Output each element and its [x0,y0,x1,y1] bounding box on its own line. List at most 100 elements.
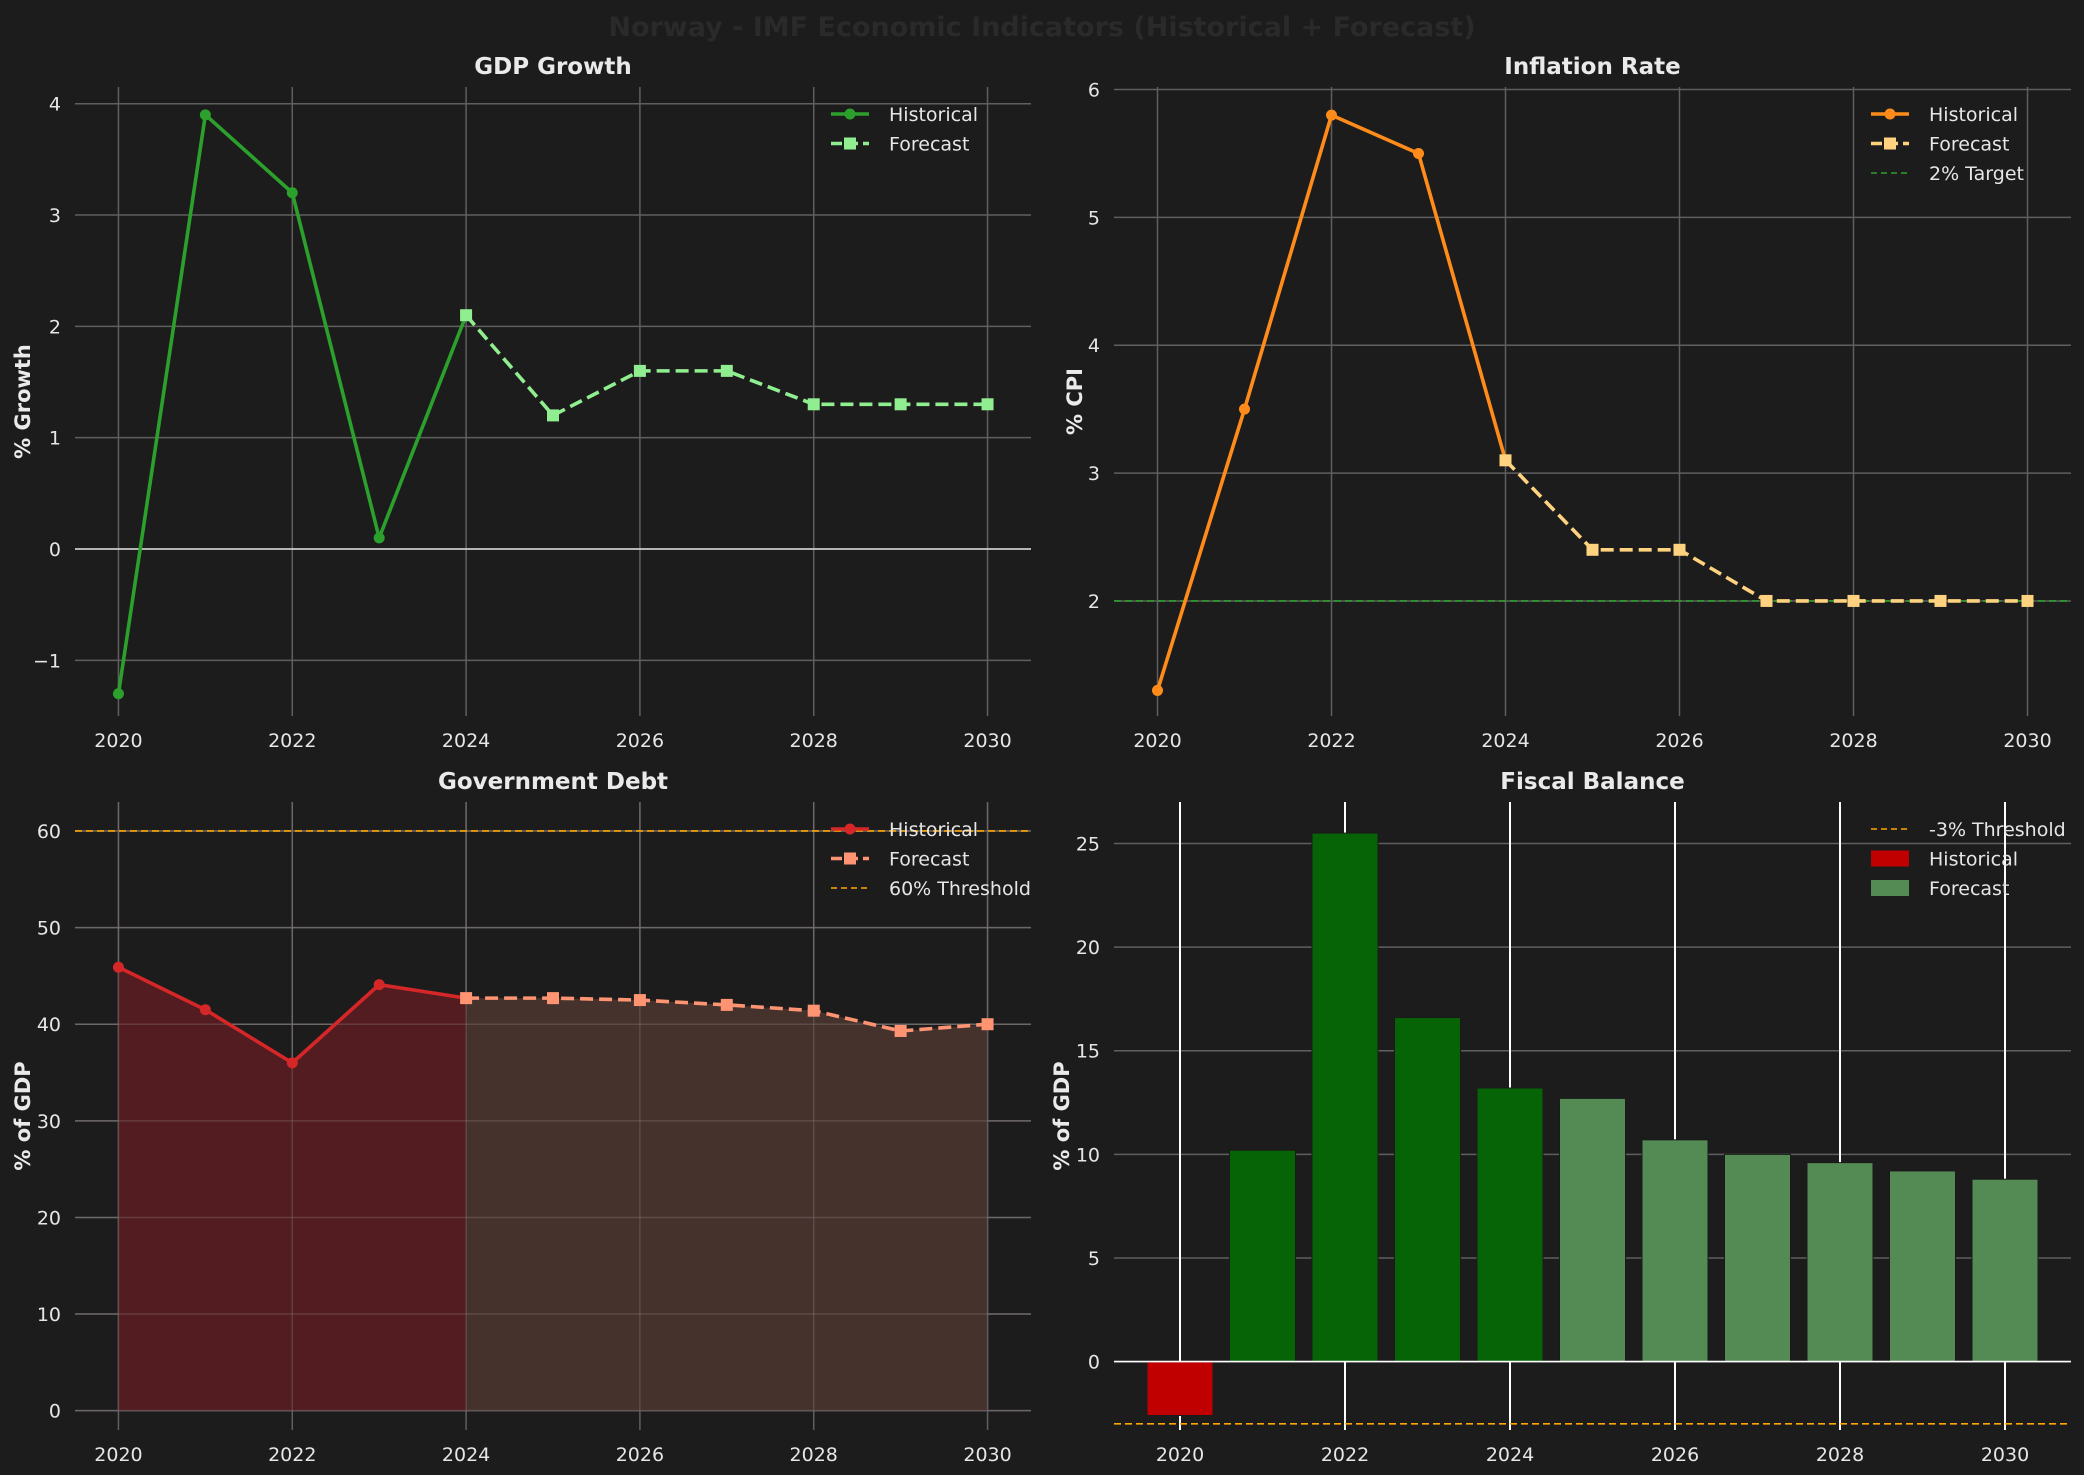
bar-forecast-2025 [1559,1097,1626,1363]
point-forecast-2024 [1499,454,1512,467]
x-tick-label: 2024 [1481,730,1529,752]
y-tick-label: 10 [1076,1144,1100,1166]
bar-forecast-2027 [1724,1153,1791,1363]
x-tick-label: 2022 [1321,1444,1369,1466]
legend-label: 2% Target [1929,163,2024,185]
x-tick-label: 2030 [2003,730,2051,752]
legend-label: Forecast [1929,878,2009,900]
y-tick-label: 0 [49,539,61,561]
gdp-growth-chart: −1 0 1 2 3 4 2020 2022 2024 2026 2028 2030 GDP Growt… [11,54,1031,752]
point-historical-2023 [1413,147,1424,159]
point-forecast-2025 [547,992,559,1005]
chart-title: Inflation Rate [1504,54,1680,80]
y-tick-label: 4 [1088,335,1100,357]
point-historical-2022 [1326,109,1337,121]
x-tick-label: 2022 [268,1444,316,1466]
y-axis-label: % CPI [1063,368,1087,435]
x-tick-label: 2026 [616,730,664,752]
y-tick-label: 0 [1088,1352,1100,1374]
point-forecast-2024 [460,309,473,322]
point-forecast-2028 [807,1004,820,1017]
x-tick-label: 2028 [1816,1444,1864,1466]
x-tick-label: 2024 [442,1444,490,1466]
point-forecast-2026 [633,364,646,377]
legend-swatch [1871,850,1909,867]
y-tick-label: 0 [49,1401,61,1423]
bar-forecast-2029 [1889,1170,1956,1363]
point-forecast-2027 [1760,594,1773,607]
x-tick-label: 2020 [94,1444,142,1466]
x-tick-label: 2030 [963,730,1011,752]
y-tick-label: 40 [37,1014,61,1036]
y-tick-label: 25 [1076,833,1100,855]
point-forecast-2024 [460,992,473,1005]
point-historical-2021 [199,1004,211,1016]
legend-label: Forecast [889,134,969,156]
y-tick-label: 5 [1088,1248,1100,1270]
y-tick-label: 20 [1076,937,1100,959]
point-forecast-2028 [807,398,820,411]
legend-marker [1884,108,1896,120]
point-forecast-2028 [1847,594,1860,607]
point-forecast-2029 [894,398,907,411]
y-tick-label: −1 [33,650,61,672]
point-forecast-2030 [2021,594,2034,607]
bar-historical-2020 [1146,1361,1214,1416]
y-tick-label: 2 [49,316,61,338]
fiscal-balance-chart: 0 5 10 15 20 25 2020 2022 2024 2026 2028 2030 Fiscal… [1050,769,2071,1466]
point-forecast-2025 [1586,543,1599,556]
point-forecast-2025 [547,409,559,422]
bar-historical-2024 [1476,1087,1544,1363]
point-forecast-2030 [981,1018,994,1031]
y-axis-label: % Growth [11,344,35,459]
point-forecast-2029 [1934,594,1947,607]
point-forecast-2027 [720,364,733,377]
legend-label: Forecast [1929,134,2009,156]
chart-title: Government Debt [438,769,668,795]
inflation-rate-chart: 2 3 4 5 6 2020 2022 2024 2026 2028 2030 Inflation R… [1063,54,2071,752]
point-forecast-2026 [1673,543,1686,556]
point-forecast-2026 [633,994,646,1007]
x-tick-label: 2028 [790,730,838,752]
y-tick-label: 5 [1088,207,1100,229]
point-forecast-2029 [894,1024,907,1037]
x-tick-label: 2024 [442,730,490,752]
chart-title: Fiscal Balance [1500,769,1684,795]
bar-forecast-2026 [1641,1139,1709,1363]
legend-label: Historical [889,104,978,126]
x-tick-label: 2030 [963,1444,1011,1466]
point-forecast-2027 [720,998,733,1011]
area-fill-historical [118,967,467,1411]
x-tick-label: 2026 [1651,1444,1699,1466]
legend-label: Forecast [889,849,969,871]
x-tick-label: 2022 [268,730,316,752]
point-historical-2020 [112,961,124,973]
y-tick-label: 15 [1076,1041,1100,1063]
point-historical-2022 [286,1057,298,1069]
y-tick-label: 30 [37,1111,61,1133]
y-axis-label: % of GDP [1050,1061,1074,1170]
bar-forecast-2028 [1806,1162,1874,1363]
legend-label: -3% Threshold [1929,819,2066,841]
legend-marker [844,108,856,120]
legend-label: Historical [889,819,978,841]
point-historical-2021 [199,109,211,121]
y-tick-label: 6 [1088,80,1100,102]
y-tick-label: 3 [1088,463,1100,485]
area-fill-forecast [466,998,988,1411]
point-historical-2021 [1239,403,1250,415]
x-tick-label: 2020 [94,730,142,752]
bar-forecast-2030 [1971,1178,2039,1363]
y-tick-label: 2 [1088,591,1100,613]
y-tick-label: 20 [37,1207,61,1229]
legend-marker [844,823,856,835]
x-tick-label: 2028 [1829,730,1877,752]
point-historical-2023 [373,979,385,991]
bar-historical-2023 [1394,1017,1461,1363]
chart-title: GDP Growth [474,54,631,80]
y-tick-label: 3 [49,205,61,227]
x-tick-label: 2022 [1307,730,1355,752]
x-tick-label: 2026 [616,1444,664,1466]
